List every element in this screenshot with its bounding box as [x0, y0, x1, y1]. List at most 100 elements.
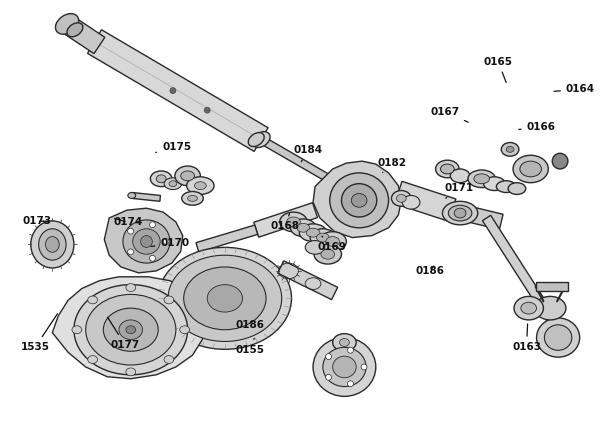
Ellipse shape — [454, 208, 466, 218]
Polygon shape — [65, 18, 105, 54]
Polygon shape — [395, 181, 456, 221]
Polygon shape — [104, 208, 183, 273]
Ellipse shape — [175, 166, 200, 186]
Ellipse shape — [391, 191, 411, 206]
Ellipse shape — [187, 177, 214, 194]
Ellipse shape — [188, 195, 197, 201]
Ellipse shape — [72, 326, 82, 334]
Ellipse shape — [508, 183, 526, 194]
Ellipse shape — [74, 285, 188, 375]
Ellipse shape — [299, 224, 327, 241]
Ellipse shape — [126, 326, 136, 334]
Polygon shape — [88, 30, 268, 151]
Ellipse shape — [484, 177, 505, 191]
Ellipse shape — [442, 201, 478, 225]
Polygon shape — [131, 193, 160, 201]
Ellipse shape — [119, 320, 143, 339]
Polygon shape — [313, 161, 401, 237]
Polygon shape — [482, 215, 564, 335]
Ellipse shape — [361, 364, 367, 370]
Ellipse shape — [314, 244, 341, 264]
Polygon shape — [536, 282, 568, 292]
Ellipse shape — [67, 23, 83, 37]
Ellipse shape — [128, 228, 134, 234]
Ellipse shape — [164, 178, 182, 190]
Text: 0186: 0186 — [415, 266, 444, 276]
Ellipse shape — [474, 174, 490, 184]
Ellipse shape — [326, 237, 340, 247]
Ellipse shape — [521, 302, 536, 314]
Text: 0173: 0173 — [22, 216, 51, 226]
Ellipse shape — [520, 161, 541, 177]
Ellipse shape — [448, 205, 472, 221]
Ellipse shape — [280, 212, 307, 232]
Ellipse shape — [496, 181, 516, 193]
Ellipse shape — [88, 355, 98, 363]
Ellipse shape — [341, 184, 377, 217]
Ellipse shape — [194, 182, 206, 190]
Text: 0170: 0170 — [151, 238, 190, 248]
Text: 0171: 0171 — [445, 183, 473, 198]
Ellipse shape — [326, 375, 332, 380]
Ellipse shape — [204, 107, 210, 113]
Text: 0163: 0163 — [512, 324, 541, 352]
Ellipse shape — [347, 347, 353, 353]
Ellipse shape — [351, 194, 367, 207]
Ellipse shape — [149, 222, 155, 228]
Ellipse shape — [55, 13, 79, 34]
Text: 0169: 0169 — [317, 236, 346, 252]
Text: 0167: 0167 — [431, 106, 468, 122]
Ellipse shape — [123, 220, 170, 263]
Text: 1535: 1535 — [21, 314, 58, 352]
Ellipse shape — [156, 175, 166, 183]
Ellipse shape — [535, 296, 566, 320]
Ellipse shape — [514, 296, 544, 320]
Ellipse shape — [38, 229, 66, 260]
Ellipse shape — [126, 284, 136, 292]
Polygon shape — [278, 261, 338, 299]
Ellipse shape — [168, 255, 282, 342]
Ellipse shape — [86, 294, 176, 365]
Ellipse shape — [340, 339, 349, 346]
Ellipse shape — [332, 356, 356, 378]
Ellipse shape — [501, 142, 519, 156]
Text: 0166: 0166 — [519, 122, 556, 132]
Ellipse shape — [182, 191, 203, 205]
Ellipse shape — [248, 132, 264, 147]
Ellipse shape — [140, 236, 152, 247]
Ellipse shape — [46, 237, 59, 252]
Ellipse shape — [207, 285, 242, 312]
Ellipse shape — [181, 171, 194, 181]
Ellipse shape — [440, 164, 454, 174]
Ellipse shape — [347, 381, 353, 387]
Ellipse shape — [319, 232, 346, 251]
Ellipse shape — [180, 326, 190, 334]
Text: 0186: 0186 — [235, 320, 264, 330]
Ellipse shape — [506, 146, 514, 152]
Ellipse shape — [436, 160, 459, 178]
Ellipse shape — [402, 195, 420, 209]
Polygon shape — [52, 277, 205, 379]
Ellipse shape — [164, 355, 174, 363]
Polygon shape — [254, 203, 317, 237]
Ellipse shape — [287, 217, 301, 227]
Ellipse shape — [128, 249, 134, 255]
Ellipse shape — [164, 296, 174, 304]
Text: 0175: 0175 — [156, 142, 191, 152]
Ellipse shape — [306, 228, 320, 237]
Ellipse shape — [397, 194, 406, 202]
Text: 0184: 0184 — [294, 145, 323, 162]
Ellipse shape — [323, 347, 366, 387]
Ellipse shape — [326, 354, 332, 359]
Text: 0177: 0177 — [107, 317, 140, 350]
Text: 0155: 0155 — [235, 338, 264, 355]
Ellipse shape — [170, 88, 176, 93]
Ellipse shape — [151, 171, 172, 187]
Ellipse shape — [290, 219, 316, 237]
Ellipse shape — [313, 338, 376, 396]
Ellipse shape — [158, 247, 292, 349]
Ellipse shape — [332, 334, 356, 351]
Ellipse shape — [544, 325, 572, 350]
Ellipse shape — [305, 240, 325, 254]
Ellipse shape — [169, 181, 177, 187]
